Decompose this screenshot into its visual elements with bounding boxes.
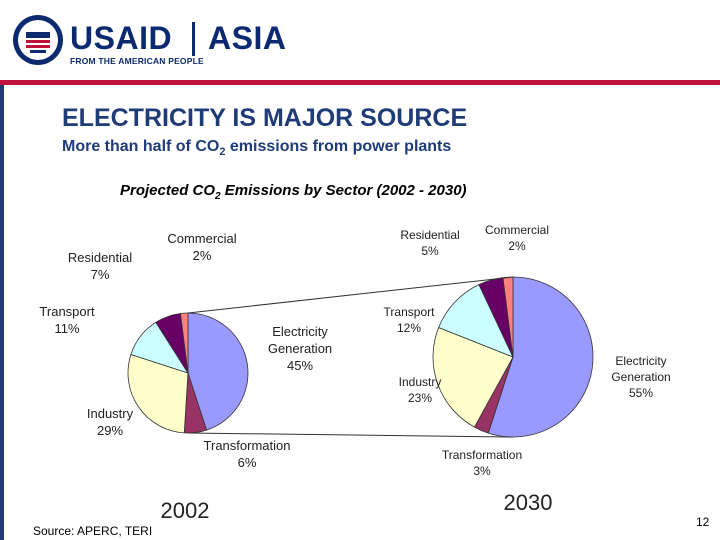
- pie-2002-label-electricity-generation-name: Electricity: [272, 324, 328, 339]
- pie-year-label-2030: 2030: [504, 490, 553, 515]
- brand-tagline: FROM THE AMERICAN PEOPLE: [70, 56, 204, 66]
- pie-2002-label-industry-name: Industry: [87, 406, 134, 421]
- pie-2002-label-transport-name: Transport: [39, 304, 95, 319]
- brand-logo-text: USAID: [70, 20, 173, 56]
- usaid-seal-icon: [13, 15, 63, 65]
- page-number: 12: [696, 515, 710, 529]
- pie-2002-label-transformation-value: 6%: [238, 455, 257, 470]
- pie-2002-label-transport-value: 11%: [54, 321, 79, 336]
- pie-2030-label-electricity-generation-value: 55%: [629, 386, 653, 400]
- pie-2002-label-electricity-generation-value: 45%: [287, 358, 313, 373]
- pie-2030-label-transport-name: Transport: [384, 305, 436, 319]
- pie-2030-label-commercial-name: Commercial: [485, 223, 549, 237]
- pie-2030-label-residential-name: Residential: [400, 228, 459, 242]
- pie-2030-label-transport-value: 12%: [397, 321, 421, 335]
- pie-2002-slice-industry: [127, 353, 189, 434]
- pie-2030-slice-transport: [438, 284, 514, 358]
- pie-2002-slice-electricity-generation: [187, 312, 249, 431]
- pie-2002-label-residential-value: 7%: [91, 267, 110, 282]
- pie-2030-label-commercial-value: 2%: [508, 239, 526, 253]
- pie-year-label-2002: 2002: [161, 498, 210, 523]
- connector-bottom: [187, 432, 514, 438]
- chart-title: Projected CO2 Emissions by Sector (2002 …: [120, 182, 467, 202]
- pie-2030-label-residential-value: 5%: [421, 244, 439, 258]
- source-note: Source: APERC, TERI: [33, 524, 153, 538]
- header-bar: [0, 0, 720, 80]
- pie-2030-slice-industry: [432, 327, 514, 428]
- region-label: ASIA: [208, 20, 287, 56]
- pie-2002-label-transformation-name: Transformation: [204, 438, 291, 453]
- connector-top: [187, 276, 514, 314]
- pie-2030-label-transformation-value: 3%: [473, 464, 491, 478]
- left-rule: [0, 85, 4, 540]
- pie-2030-label-electricity-generation-name: Generation: [611, 370, 670, 384]
- pie-2030-label-industry-value: 23%: [408, 391, 432, 405]
- pie-2030-slice-electricity-generation: [487, 276, 594, 438]
- pie-2030-label-electricity-generation-name: Electricity: [615, 354, 666, 368]
- slide-title: ELECTRICITY IS MAJOR SOURCE: [62, 104, 468, 132]
- pie-2002-label-residential-name: Residential: [68, 250, 132, 265]
- pie-2030-label-transformation-name: Transformation: [442, 448, 522, 462]
- pie-2002-label-commercial-value: 2%: [193, 248, 212, 263]
- pie-2002-label-electricity-generation-name: Generation: [268, 341, 332, 356]
- header-divider: [192, 22, 195, 56]
- pie-2002-slice-commercial: [180, 312, 189, 374]
- pie-2002-label-industry-value: 29%: [97, 423, 123, 438]
- pie-2002-label-commercial-name: Commercial: [167, 231, 236, 246]
- slide-subtitle: More than half of CO2 emissions from pow…: [62, 138, 452, 159]
- header-rule: [0, 80, 720, 85]
- pie-2030-label-industry-name: Industry: [399, 375, 442, 389]
